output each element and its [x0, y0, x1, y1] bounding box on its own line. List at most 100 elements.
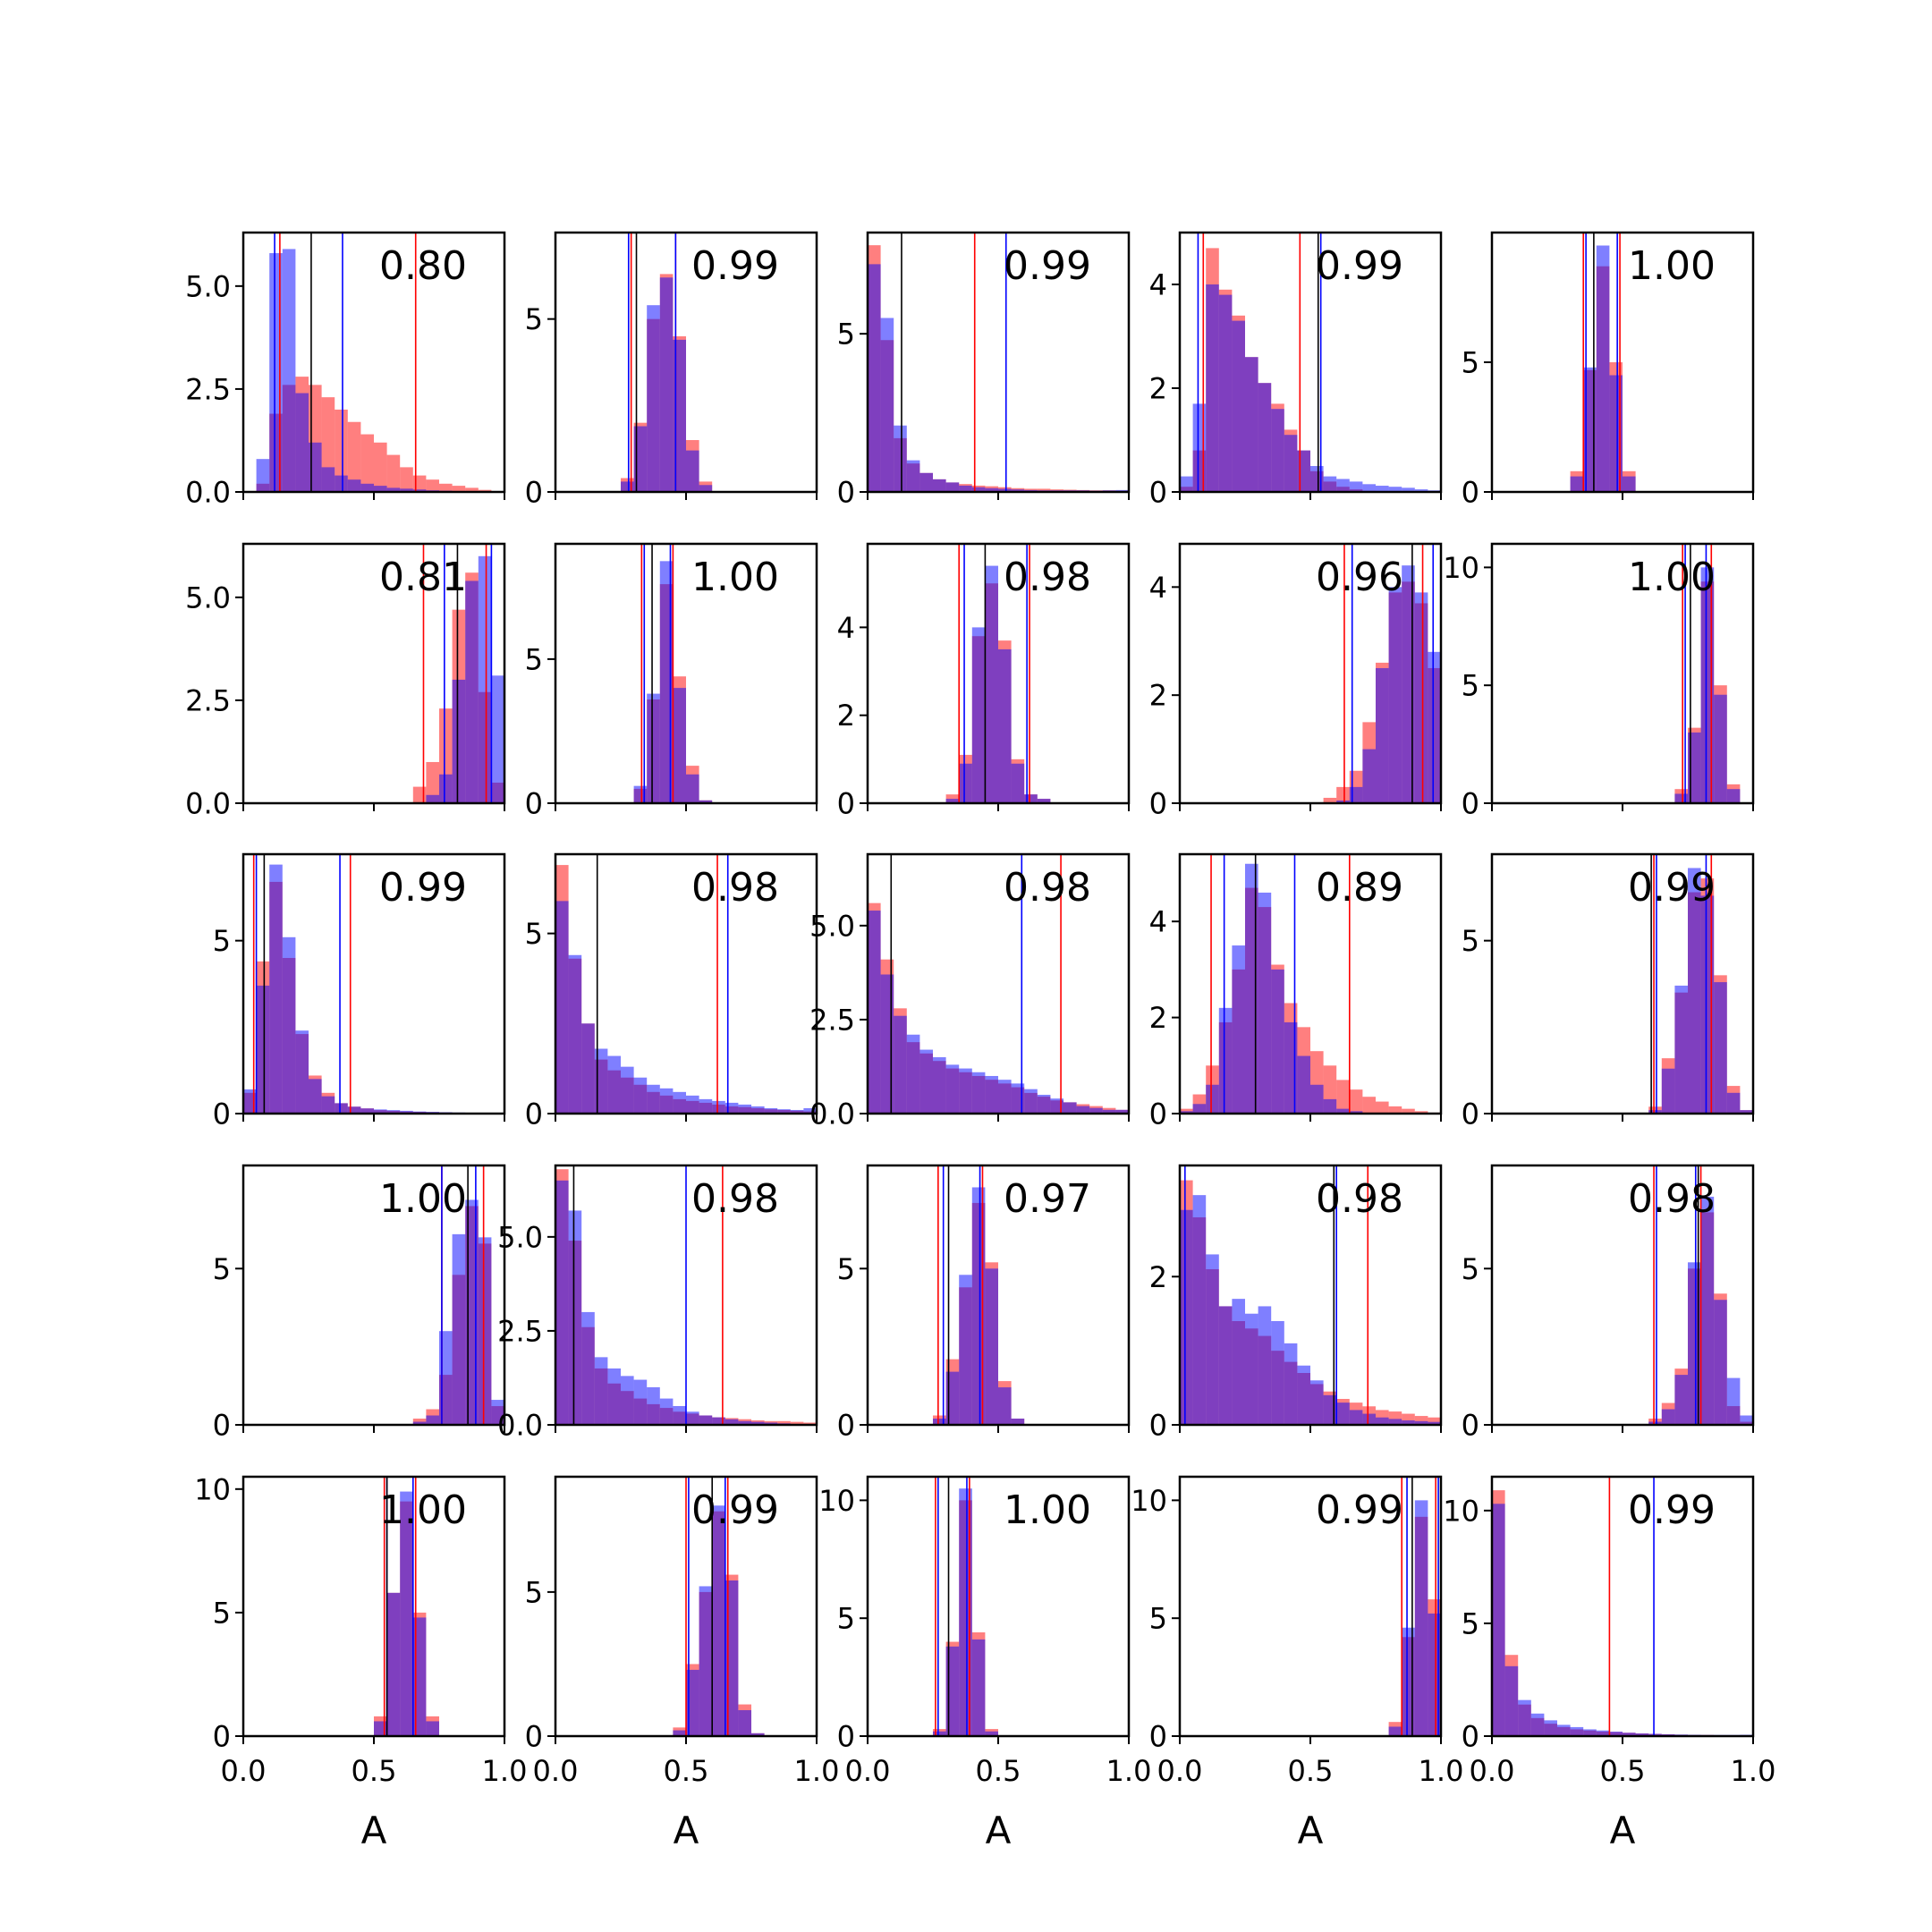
- panel-17-red-bar: [790, 1421, 804, 1425]
- panel-7-blue-bar: [647, 693, 660, 803]
- panel-19-blue-bar: [1284, 1343, 1298, 1425]
- panel-20-blue-bar: [1726, 1377, 1741, 1425]
- panel-25-x-axis-label: A: [1610, 1809, 1636, 1852]
- panel-3-blue-bar: [971, 487, 986, 492]
- panel-19-red-bar: [1414, 1416, 1428, 1425]
- panel-2-ytick-label: 0: [525, 476, 543, 510]
- panel-4-score-label: 0.99: [1316, 243, 1403, 289]
- panel-12-blue-bar: [699, 1098, 713, 1114]
- panel-9-blue-bar: [1376, 667, 1389, 803]
- panel-17-ytick-label: 5.0: [497, 1220, 543, 1254]
- panel-21-ytick-label: 10: [194, 1472, 231, 1506]
- panel-1-red-bar: [360, 434, 374, 492]
- panel-11-blue-bar: [282, 936, 296, 1114]
- panel-6-score-label: 0.81: [379, 555, 467, 600]
- panel-12-blue-bar: [751, 1106, 765, 1114]
- panel-18-score-label: 0.97: [1004, 1176, 1091, 1222]
- panel-6-blue-bar: [426, 794, 439, 803]
- panel-12-blue-bar: [607, 1055, 621, 1114]
- panel-21-x-axis-label: A: [361, 1809, 387, 1852]
- panel-14-blue-bar: [1336, 1108, 1350, 1114]
- panel-14-blue-bar: [1180, 1111, 1193, 1114]
- panel-3-blue-bar: [894, 425, 907, 492]
- panel-19-blue-bar: [1180, 1209, 1193, 1425]
- panel-24-ytick-label: 0: [1149, 1720, 1167, 1754]
- panel-4-blue-bar: [1180, 476, 1193, 492]
- panel-13-blue-bar: [1063, 1102, 1077, 1114]
- panel-1-blue-bar: [400, 488, 413, 492]
- panel-15-blue-bar: [1674, 985, 1688, 1114]
- panel-14-red-bar: [1349, 1089, 1363, 1114]
- panel-23-ytick-label: 0: [837, 1720, 855, 1754]
- panel-17-blue-bar: [647, 1386, 660, 1425]
- panel-12-blue-bar: [738, 1104, 751, 1114]
- panel-12-blue-bar: [764, 1107, 778, 1114]
- panel-25-xtick-label: 0.0: [1470, 1754, 1515, 1788]
- panel-13-blue-bar: [1115, 1109, 1129, 1114]
- panel-15-blue-bar: [1688, 868, 1701, 1114]
- panel-22-blue-bar: [699, 1586, 713, 1736]
- panel-22-blue-bar: [738, 1710, 751, 1736]
- panel-13-blue-bar: [998, 1080, 1012, 1114]
- panel-14-red-bar: [1414, 1111, 1428, 1114]
- panel-14-score-label: 0.89: [1316, 865, 1403, 911]
- panel-15-blue-bar: [1714, 982, 1727, 1114]
- panel-25-blue-bar: [1518, 1699, 1531, 1736]
- panel-7-blue-bar: [673, 688, 686, 803]
- panel-18-blue-bar: [959, 1275, 972, 1425]
- panel-14-blue-bar: [1349, 1111, 1363, 1114]
- panel-1-blue-bar: [412, 489, 427, 492]
- panel-4-blue-bar: [1206, 284, 1219, 492]
- panel-12-blue-bar: [621, 1066, 634, 1114]
- panel-13-blue-bar: [919, 1049, 933, 1114]
- panel-21-ytick-label: 5: [213, 1596, 231, 1630]
- panel-25-blue-bar: [1570, 1726, 1584, 1736]
- panel-12-blue-bar: [803, 1107, 817, 1114]
- panel-2-ytick-label: 5: [525, 302, 543, 336]
- panel-19-blue-bar: [1271, 1321, 1284, 1425]
- panel-1-blue-bar: [256, 459, 270, 492]
- panel-18-blue-bar: [1011, 1419, 1025, 1425]
- panel-22-blue-bar: [751, 1733, 765, 1736]
- panel-4-blue-bar: [1218, 294, 1233, 492]
- panel-6-red-bar: [426, 761, 439, 803]
- panel-6-blue-bar: [465, 580, 479, 803]
- panel-4-blue-bar: [1414, 489, 1428, 492]
- panel-25-blue-bar: [1504, 1665, 1519, 1736]
- panel-4-blue-bar: [1284, 435, 1298, 492]
- panel-4-blue-bar: [1258, 383, 1272, 492]
- panel-22-xtick-label: 0.0: [533, 1754, 579, 1788]
- panel-12-score-label: 0.98: [691, 865, 779, 911]
- panel-25-ytick-label: 10: [1443, 1494, 1479, 1528]
- panel-21-xtick-label: 0.0: [221, 1754, 267, 1788]
- panel-1-ytick-label: 0.0: [185, 476, 231, 510]
- panel-13-blue-bar: [1089, 1107, 1103, 1114]
- panel-19-blue-bar: [1297, 1365, 1310, 1425]
- panel-3-blue-bar: [868, 264, 881, 492]
- panel-12-blue-bar: [777, 1109, 791, 1114]
- panel-1-blue-bar: [321, 467, 335, 492]
- panel-10-ytick-label: 10: [1443, 551, 1479, 585]
- panel-16-blue-bar: [491, 1400, 504, 1425]
- panel-20-blue-bar: [1661, 1409, 1675, 1425]
- panel-22-score-label: 0.99: [691, 1487, 779, 1533]
- panel-23-xtick-label: 0.0: [845, 1754, 891, 1788]
- panel-10-score-label: 1.00: [1628, 555, 1716, 600]
- panel-4-blue-bar: [1402, 487, 1415, 492]
- panel-6-blue-bar: [491, 675, 504, 803]
- panel-11-blue-bar: [347, 1106, 361, 1114]
- panel-25-blue-bar: [1583, 1729, 1597, 1736]
- panel-6-blue-bar: [439, 774, 453, 803]
- panel-8-blue-bar: [945, 799, 960, 803]
- panel-7-ytick-label: 5: [525, 642, 543, 676]
- panel-12-ytick-label: 5: [525, 917, 543, 951]
- panel-14-blue-bar: [1258, 892, 1272, 1114]
- panel-17-blue-bar: [724, 1419, 739, 1425]
- panel-25-xtick-label: 1.0: [1731, 1754, 1776, 1788]
- panel-19-blue-bar: [1388, 1419, 1402, 1425]
- panel-14-blue-bar: [1310, 1084, 1324, 1114]
- panel-19-ytick-label: 0: [1149, 1409, 1167, 1443]
- panel-18-blue-bar: [998, 1387, 1012, 1425]
- panel-18-blue-bar: [933, 1419, 946, 1425]
- panel-2-blue-bar: [621, 481, 634, 492]
